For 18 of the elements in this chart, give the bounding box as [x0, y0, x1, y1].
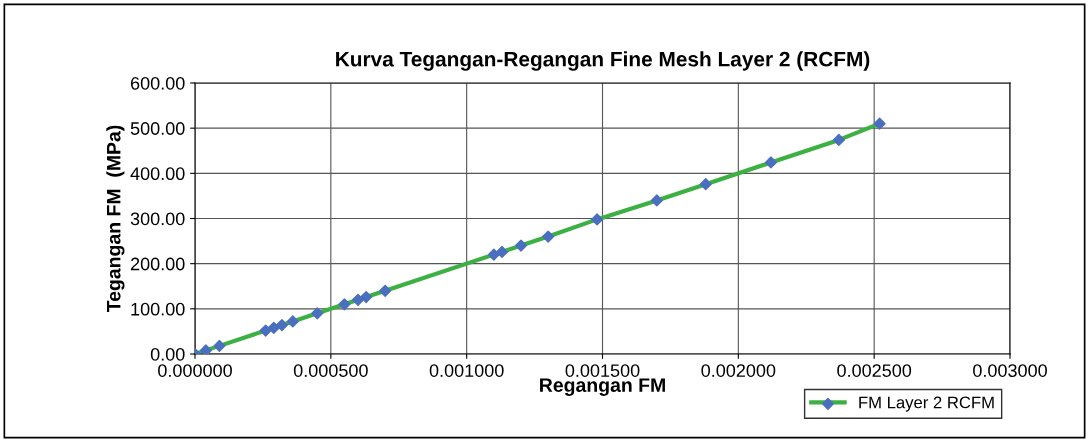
x-tick-label: 0.001000 — [429, 364, 504, 377]
legend-label: FM Layer 2 RCFM — [859, 396, 994, 412]
x-tick-label: 0.003000 — [973, 364, 1047, 377]
y-tick-label: 400.00 — [130, 167, 185, 181]
x-tick-label: 0.000000 — [158, 364, 232, 377]
y-tick-label: 500.00 — [130, 122, 185, 135]
y-tick-label: 200.00 — [130, 257, 185, 271]
y-tick-label: 100.00 — [131, 302, 185, 316]
x-tick-label: 0.001500 — [565, 364, 640, 377]
chart-title: Kurva Tegangan-Regangan Fine Mesh Layer 2 (RCFM) — [336, 51, 870, 71]
y-tick-label: 600.00 — [130, 76, 185, 90]
y-tick-label: 300.00 — [130, 212, 185, 226]
x-tick-label: 0.002500 — [837, 364, 912, 377]
y-tick-label: 0.00 — [150, 347, 185, 361]
y-axis-title: Tegangan FM (MPa) — [106, 125, 125, 313]
x-axis-title: Regangan FM — [540, 378, 665, 396]
x-tick-label: 0.000500 — [293, 364, 368, 377]
x-tick-label: 0.002000 — [701, 364, 776, 377]
